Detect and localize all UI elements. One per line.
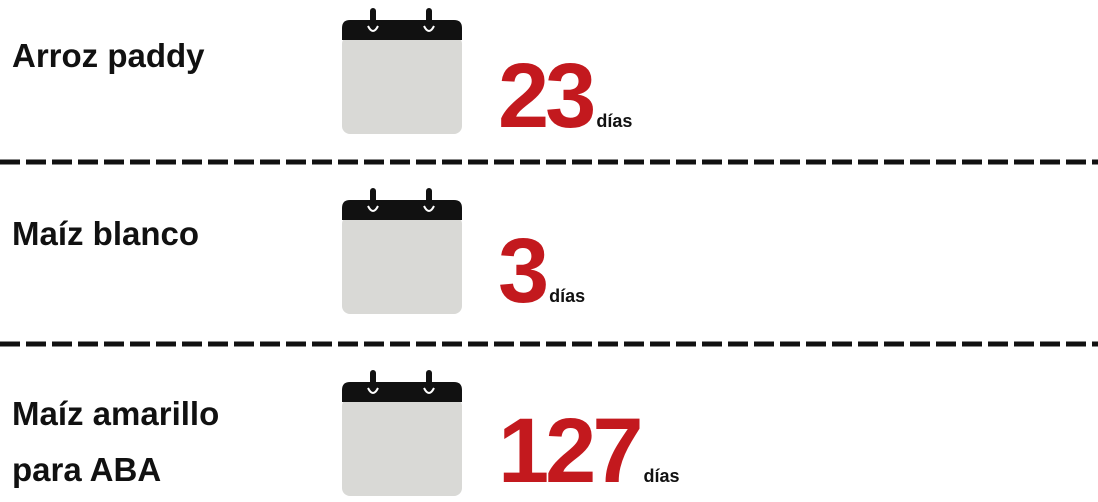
- calendar-ring: [426, 8, 432, 34]
- calendar-ring: [426, 370, 432, 396]
- item-label: para ABA: [12, 451, 162, 488]
- calendar-ring: [370, 188, 376, 214]
- duration-value: 127: [498, 400, 643, 502]
- divider: [0, 159, 1098, 165]
- duration-unit: días: [643, 466, 680, 486]
- duration-unit: días: [549, 286, 586, 306]
- duration: 23 días: [498, 50, 632, 142]
- calendar-header: [342, 200, 462, 220]
- calendar-header: [342, 382, 462, 402]
- calendar-ring: [426, 188, 432, 214]
- calendar-ring: [370, 8, 376, 34]
- item-label: Maíz blanco: [12, 215, 200, 252]
- calendar-body: [342, 216, 462, 314]
- calendar-body: [342, 36, 462, 134]
- calendar-hook: [423, 205, 435, 212]
- calendar-hook: [367, 387, 379, 394]
- calendar-header: [342, 20, 462, 40]
- calendar-hook: [423, 25, 435, 32]
- duration-unit: días: [596, 111, 633, 131]
- calendar-icon: [342, 370, 462, 496]
- calendar-hook: [367, 25, 379, 32]
- calendar-icon: [342, 188, 462, 314]
- item-label: Arroz paddy: [12, 37, 205, 74]
- duration: 127 días: [498, 405, 680, 497]
- calendar-hook: [367, 205, 379, 212]
- calendar-icon: [342, 8, 462, 134]
- duration: 3 días: [498, 225, 585, 317]
- item-label: Maíz amarillo: [12, 395, 220, 432]
- duration-value: 23: [498, 45, 596, 147]
- calendar-ring: [370, 370, 376, 396]
- divider: [0, 341, 1098, 347]
- calendar-body: [342, 398, 462, 496]
- calendar-hook: [423, 387, 435, 394]
- duration-value: 3: [498, 220, 549, 322]
